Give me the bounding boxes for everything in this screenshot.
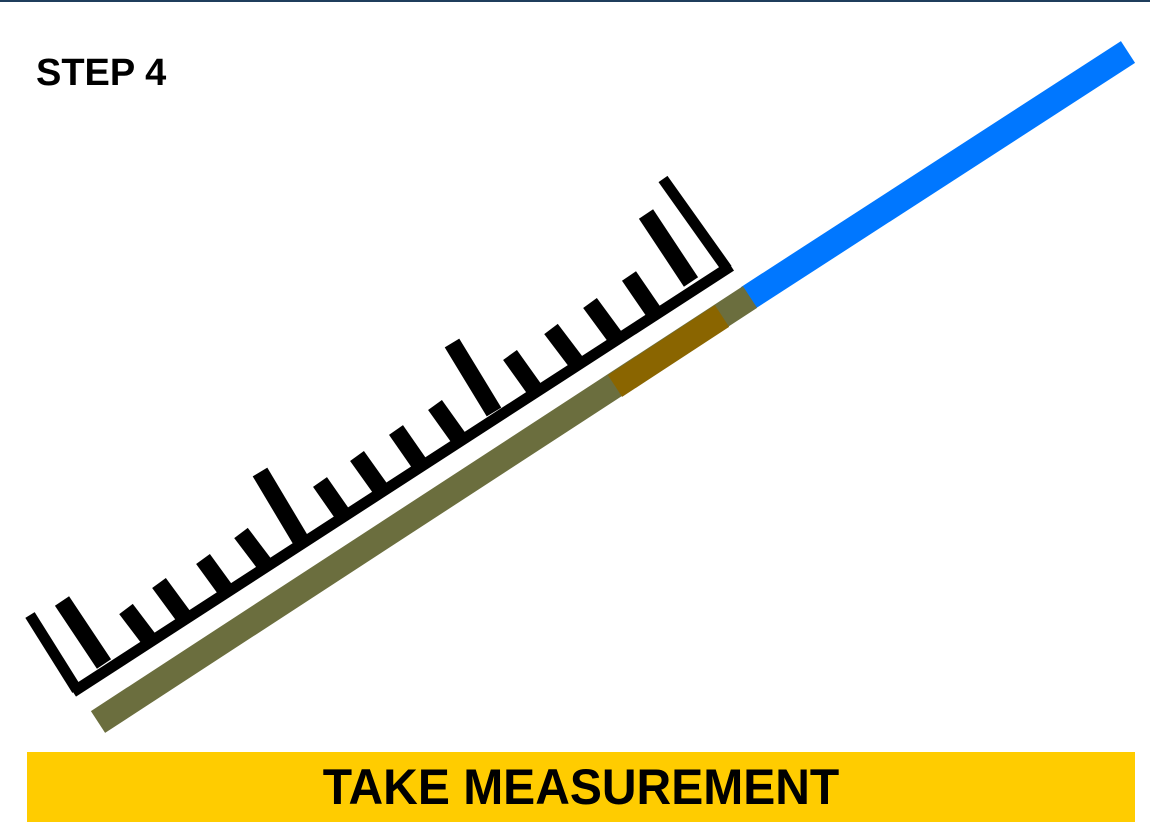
ruler-tick [428,400,467,445]
take-measurement-banner: TAKE MEASUREMENT [27,752,1135,822]
ruler-tick [234,527,273,572]
ruler-icon [25,175,734,697]
ruler-ticks [54,209,699,669]
ruler-tick [196,554,234,597]
ruler-base [70,261,734,697]
rod-exposed-segment [740,41,1136,309]
ruler-tick [252,467,308,544]
top-rule [0,0,1150,2]
ruler-tick [503,350,542,395]
banner-label: TAKE MEASUREMENT [322,759,840,815]
ruler-tick [638,209,699,287]
step-label: STEP 4 [36,52,167,94]
ruler-tick [313,477,350,520]
ruler-left-end [25,612,82,693]
ruler-right-end [658,175,732,273]
ruler-tick [544,323,583,368]
ruler-tick [621,271,661,316]
ruler-tick [54,596,112,669]
ruler-tick [119,603,155,644]
ruler-tick [444,338,502,417]
ruler-tick [389,425,428,471]
probe-rod-icon [90,41,1136,733]
measurement-diagram [25,41,1136,733]
ruler-tick [350,451,389,496]
ruler-tick [152,577,191,623]
ruler-tick [583,297,622,343]
rod-measurement-mark [607,305,730,397]
